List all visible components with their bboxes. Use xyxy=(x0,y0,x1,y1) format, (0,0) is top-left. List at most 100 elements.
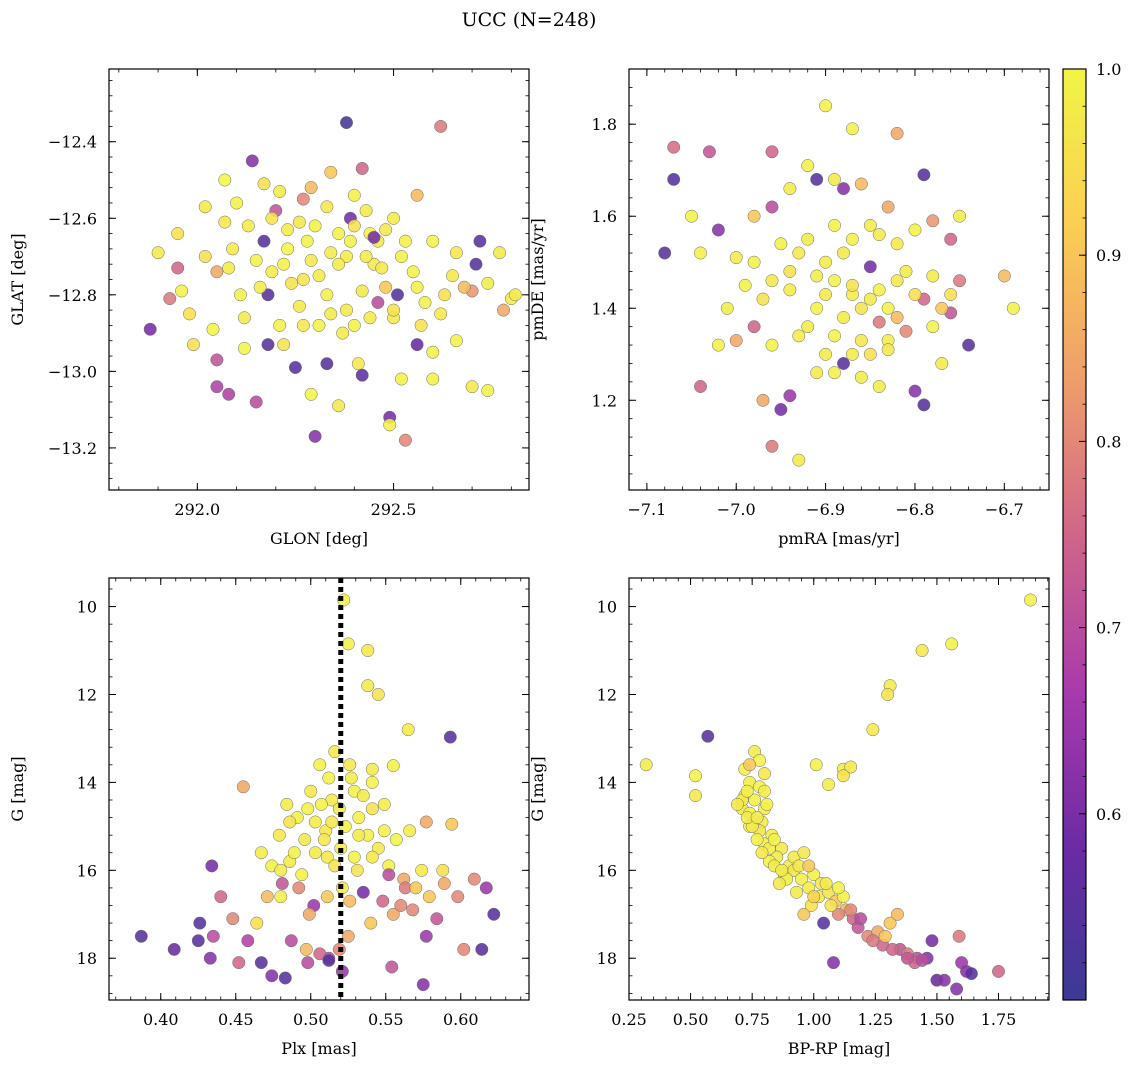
scatter-point xyxy=(926,214,940,228)
scatter-point xyxy=(312,318,326,332)
scatter-point xyxy=(292,215,306,229)
panel-bprp-g: 0.25 0.50 0.75 1.00 1.25 1.50 1.75 10 12 14 16 18 BP… xyxy=(528,577,1050,1058)
scatter-point xyxy=(365,802,379,816)
scatter-point xyxy=(273,185,287,198)
scatter-point xyxy=(878,929,892,943)
scatter-point xyxy=(274,890,288,904)
scatter-point xyxy=(284,934,298,948)
scatter-point xyxy=(756,393,770,407)
scatter-point xyxy=(167,942,181,956)
scatter-point xyxy=(807,890,821,904)
scatter-point xyxy=(426,372,440,386)
scatter-point xyxy=(790,885,803,899)
scatter-point xyxy=(253,280,267,294)
y-tick-label: 12 xyxy=(597,685,617,704)
scatter-point xyxy=(304,784,318,798)
scatter-point xyxy=(890,274,904,288)
scatter-point xyxy=(837,357,850,370)
scatter-point xyxy=(915,644,929,657)
scatter-point xyxy=(430,912,444,926)
scatter-point xyxy=(438,288,452,302)
scatter-point xyxy=(273,318,287,332)
scatter-point xyxy=(410,188,424,202)
scatter-point xyxy=(260,890,274,904)
scatter-point xyxy=(436,863,450,877)
scatter-point xyxy=(210,353,224,367)
scatter-point xyxy=(755,846,769,860)
scatter-point xyxy=(214,890,228,904)
colorbar-tick-label: 0.8 xyxy=(1096,432,1121,451)
scatter-point xyxy=(434,119,448,133)
scatter-point xyxy=(817,916,831,930)
scatter-point xyxy=(205,859,219,873)
scatter-point xyxy=(881,688,895,701)
colorbar-tick-label: 0.9 xyxy=(1096,246,1121,265)
scatter-point xyxy=(236,780,250,794)
scatter-point xyxy=(314,797,328,811)
y-tick-label: 12 xyxy=(77,685,97,704)
scatter-point xyxy=(801,320,815,334)
scatter-point xyxy=(226,242,240,256)
scatter-point xyxy=(1024,593,1037,607)
scatter-point xyxy=(457,942,471,956)
scatter-point xyxy=(891,907,904,921)
scatter-point xyxy=(385,960,399,974)
scatter-point xyxy=(750,833,764,847)
scatter-point xyxy=(367,230,381,244)
scatter-point xyxy=(711,223,725,237)
scatter-point xyxy=(845,122,859,136)
scatter-point xyxy=(317,833,331,847)
scatter-point xyxy=(945,637,959,651)
scatter-point xyxy=(296,318,310,332)
scatter-point xyxy=(332,257,346,271)
scatter-point xyxy=(203,951,217,965)
scatter-point xyxy=(797,846,811,860)
scatter-point xyxy=(364,916,378,930)
scatter-point xyxy=(285,276,298,290)
scatter-point xyxy=(944,288,958,301)
x-axis-label: pmRA [mas/yr] xyxy=(778,529,900,548)
scatter-point xyxy=(783,389,797,403)
scatter-points xyxy=(639,593,1037,996)
scatter-point xyxy=(324,307,338,321)
scatter-point xyxy=(720,301,734,315)
scatter-point xyxy=(854,177,868,191)
scatter-point xyxy=(186,338,200,352)
scatter-point xyxy=(801,232,815,246)
x-tick-label: −7.1 xyxy=(627,500,666,519)
scatter-point xyxy=(469,257,483,271)
scatter-point xyxy=(729,251,743,265)
scatter-point xyxy=(296,273,310,286)
y-tick-label: −12.4 xyxy=(48,133,97,152)
scatter-point xyxy=(245,154,259,168)
scatter-point xyxy=(237,341,251,355)
x-tick-label: 292.5 xyxy=(371,500,417,519)
scatter-point xyxy=(917,168,931,182)
scatter-point xyxy=(379,223,393,237)
scatter-point xyxy=(379,280,393,294)
y-tick-label: 16 xyxy=(597,861,617,880)
scatter-point xyxy=(377,797,391,811)
scatter-point xyxy=(401,723,415,737)
scatter-point xyxy=(1006,301,1020,315)
scatter-point xyxy=(819,877,833,890)
panel-plx-g: 0.40 0.45 0.50 0.55 0.60 10 12 14 16 18 Plx [mas] G… xyxy=(8,577,530,1058)
scatter-point xyxy=(792,453,806,467)
scatter-point xyxy=(343,758,357,772)
scatter-point xyxy=(254,956,268,970)
scatter-point xyxy=(837,182,850,196)
scatter-point xyxy=(953,274,967,288)
scatter-point xyxy=(872,283,886,297)
scatter-point xyxy=(365,775,379,789)
scatter-point xyxy=(299,942,313,956)
scatter-point xyxy=(249,395,263,409)
scatter-point xyxy=(774,237,788,251)
scatter-point xyxy=(908,288,922,301)
scatter-point xyxy=(854,334,868,347)
scatter-point xyxy=(845,278,859,292)
scatter-point xyxy=(324,165,338,179)
scatter-point xyxy=(828,329,841,343)
scatter-point xyxy=(828,172,841,186)
scatter-point xyxy=(296,192,310,206)
scatter-point xyxy=(457,280,471,294)
